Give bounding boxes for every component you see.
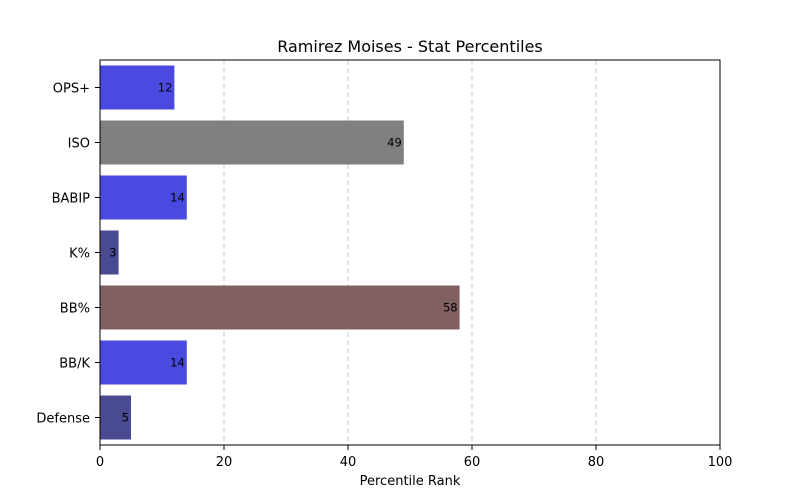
bar <box>100 340 187 385</box>
data-labels: 12 49 14 3 58 14 5 <box>109 81 457 425</box>
y-axis-ticks: OPS+ ISO BABIP K% BB% BB/K Defense <box>36 82 100 427</box>
y-tick-label: BB% <box>60 302 90 317</box>
chart-title: Ramirez Moises - Stat Percentiles <box>277 37 543 56</box>
x-tick-label: 100 <box>708 455 733 470</box>
bar-value-label: 58 <box>443 301 458 315</box>
bar <box>100 120 404 165</box>
bars <box>100 65 460 440</box>
bar <box>100 230 119 275</box>
x-tick-label: 80 <box>588 455 605 470</box>
x-tick-label: 20 <box>216 455 233 470</box>
y-tick-label: Defense <box>36 412 90 427</box>
bar-value-label: 49 <box>387 136 402 150</box>
x-tick-label: 40 <box>340 455 357 470</box>
x-tick-label: 0 <box>96 455 104 470</box>
x-axis-label: Percentile Rank <box>360 474 461 489</box>
bar-value-label: 5 <box>122 411 129 425</box>
bar-value-label: 12 <box>158 81 173 95</box>
bar <box>100 285 460 330</box>
y-tick-label: K% <box>69 247 90 262</box>
bar-value-label: 14 <box>170 191 185 205</box>
y-tick-label: OPS+ <box>53 82 90 97</box>
bar <box>100 65 175 110</box>
y-tick-label: BABIP <box>52 192 91 207</box>
x-axis-ticks: 0 20 40 60 80 100 <box>96 445 733 470</box>
bar <box>100 175 187 220</box>
y-tick-label: BB/K <box>59 357 90 372</box>
bar-value-label: 3 <box>109 246 116 260</box>
bar <box>100 395 131 440</box>
bar-value-label: 14 <box>170 356 185 370</box>
plot-frame <box>99 59 721 446</box>
y-tick-label: ISO <box>68 137 90 152</box>
x-tick-label: 60 <box>464 455 481 470</box>
grid-lines <box>223 60 597 445</box>
